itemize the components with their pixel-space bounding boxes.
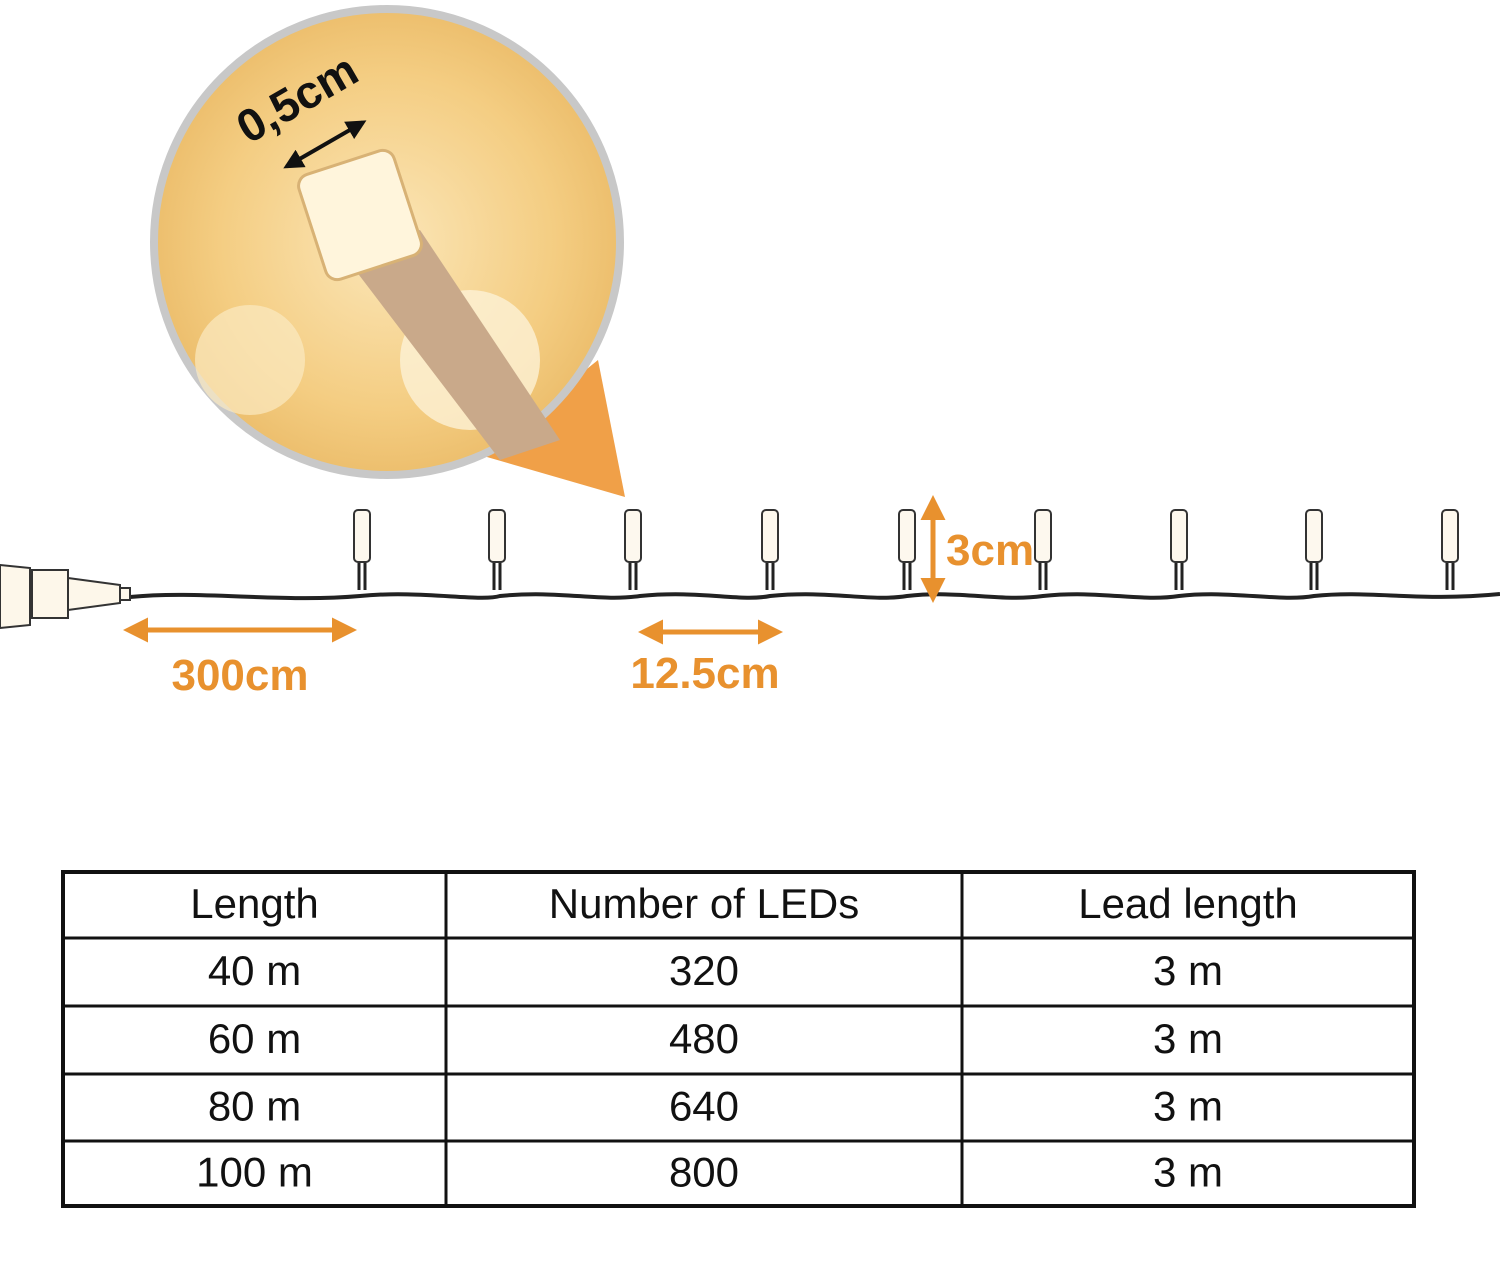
led-stem bbox=[357, 560, 367, 590]
led-stem bbox=[902, 560, 912, 590]
led-stem bbox=[492, 560, 502, 590]
led-bulb bbox=[761, 509, 779, 563]
wire-closeup bbox=[340, 230, 560, 460]
table-cell: 480 bbox=[669, 1015, 739, 1062]
table-cell: 3 m bbox=[1153, 947, 1223, 994]
table-cell: 320 bbox=[669, 947, 739, 994]
header-cell: Number of LEDs bbox=[549, 880, 859, 927]
led-bulb bbox=[898, 509, 916, 563]
bulb-width-arrow bbox=[283, 120, 367, 169]
led-bulb bbox=[1305, 509, 1323, 563]
table-cell: 80 m bbox=[208, 1083, 301, 1130]
led-bulb bbox=[1034, 509, 1052, 563]
table-cell: 3 m bbox=[1153, 1015, 1223, 1062]
led-bulb bbox=[1170, 509, 1188, 563]
table-cell: 640 bbox=[669, 1083, 739, 1130]
led-bulb bbox=[1441, 509, 1459, 563]
light-string bbox=[129, 592, 1500, 601]
led-stem bbox=[765, 560, 775, 590]
table-cell: 100 m bbox=[196, 1149, 313, 1196]
led-stem bbox=[628, 560, 638, 590]
led-stem bbox=[1309, 560, 1319, 590]
led-bulb bbox=[353, 509, 371, 563]
leds bbox=[353, 509, 1459, 590]
connector bbox=[0, 563, 131, 630]
spacing-label: 12.5cm bbox=[630, 649, 779, 698]
header-cell: Length bbox=[190, 880, 318, 927]
led-bulb bbox=[624, 509, 642, 563]
table-cell: 800 bbox=[669, 1149, 739, 1196]
table-cell: 3 m bbox=[1153, 1083, 1223, 1130]
led-stem bbox=[1174, 560, 1184, 590]
height-label: 3cm bbox=[946, 526, 1034, 575]
led-bulb bbox=[488, 509, 506, 563]
header-cell: Lead length bbox=[1078, 880, 1298, 927]
table-cell: 60 m bbox=[208, 1015, 301, 1062]
table-cell: 3 m bbox=[1153, 1149, 1223, 1196]
led-stem bbox=[1445, 560, 1455, 590]
table-cell: 40 m bbox=[208, 947, 301, 994]
bokeh bbox=[195, 305, 305, 415]
lead-label: 300cm bbox=[171, 651, 308, 700]
table-border bbox=[61, 870, 1416, 1208]
spec-table: Length Number of LEDs Lead length 40 m 320 3 … bbox=[61, 870, 1416, 1208]
led-stem bbox=[1038, 560, 1048, 590]
zoom-pointer bbox=[480, 360, 625, 497]
